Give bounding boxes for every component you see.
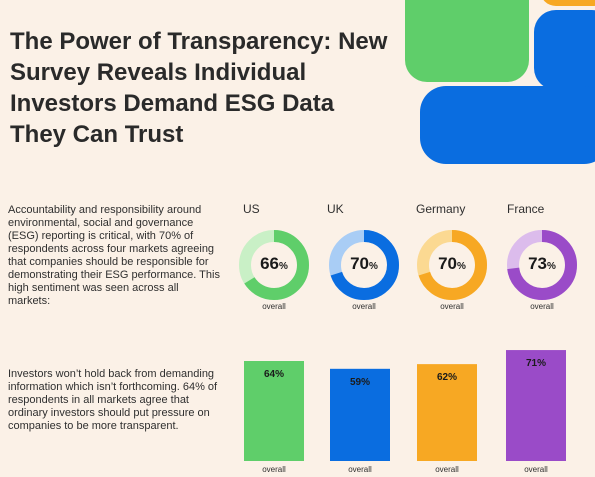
donut-sublabel-us: overall xyxy=(262,302,286,311)
country-label-germany: Germany xyxy=(416,202,466,216)
donut-sublabel-france: overall xyxy=(530,302,554,311)
donut-sublabel-uk: overall xyxy=(352,302,376,311)
bar-chart: 64% overall 59% overall 62% overall 71% overall xyxy=(244,350,566,474)
bar-sublabel-germany: overall xyxy=(435,465,459,474)
donut-ring xyxy=(507,230,577,300)
intro-paragraph: Accountability and responsibility around… xyxy=(8,204,220,307)
donut-value: 73% xyxy=(528,254,556,273)
country-label-uk: UK xyxy=(327,202,344,216)
donut-arc xyxy=(329,230,399,300)
bar-value-label-germany: 62% xyxy=(437,372,457,383)
donut-arc xyxy=(239,230,309,300)
bar-uk xyxy=(330,368,390,461)
donut-germany: 70% xyxy=(415,228,489,302)
donut-ring xyxy=(329,230,399,300)
donut-france: 73% xyxy=(505,228,579,302)
decorative-blue-band xyxy=(420,86,595,164)
donut-sublabel-germany: overall xyxy=(440,302,464,311)
pressure-paragraph: Investors won’t hold back from demanding… xyxy=(8,368,218,432)
country-label-france: France xyxy=(507,202,545,216)
donut-arc xyxy=(507,230,577,300)
donut-us: 66% xyxy=(237,228,311,302)
bar-sublabel-uk: overall xyxy=(348,465,372,474)
bar-sublabel-france: overall xyxy=(524,465,548,474)
country-label-us: US xyxy=(243,202,260,216)
decorative-yellow-shape xyxy=(540,0,595,6)
bar-us xyxy=(244,361,304,461)
bar-sublabel-us: overall xyxy=(262,465,286,474)
page-title: The Power of Transparency: New Survey Re… xyxy=(10,28,388,148)
donut-value: 66% xyxy=(260,254,288,273)
donut-arc xyxy=(417,230,487,300)
bar-value-label-us: 64% xyxy=(264,369,284,380)
bar-value-label-france: 71% xyxy=(526,358,546,369)
decorative-green-shape xyxy=(405,0,529,82)
decorative-blue-shape xyxy=(534,10,595,90)
bar-germany xyxy=(417,364,477,461)
donut-ring xyxy=(239,230,309,300)
bar-france xyxy=(506,350,566,461)
donut-value: 70% xyxy=(350,254,378,273)
donut-value: 70% xyxy=(438,254,466,273)
bar-value-label-uk: 59% xyxy=(350,377,370,388)
donut-ring xyxy=(417,230,487,300)
donut-uk: 70% xyxy=(327,228,401,302)
